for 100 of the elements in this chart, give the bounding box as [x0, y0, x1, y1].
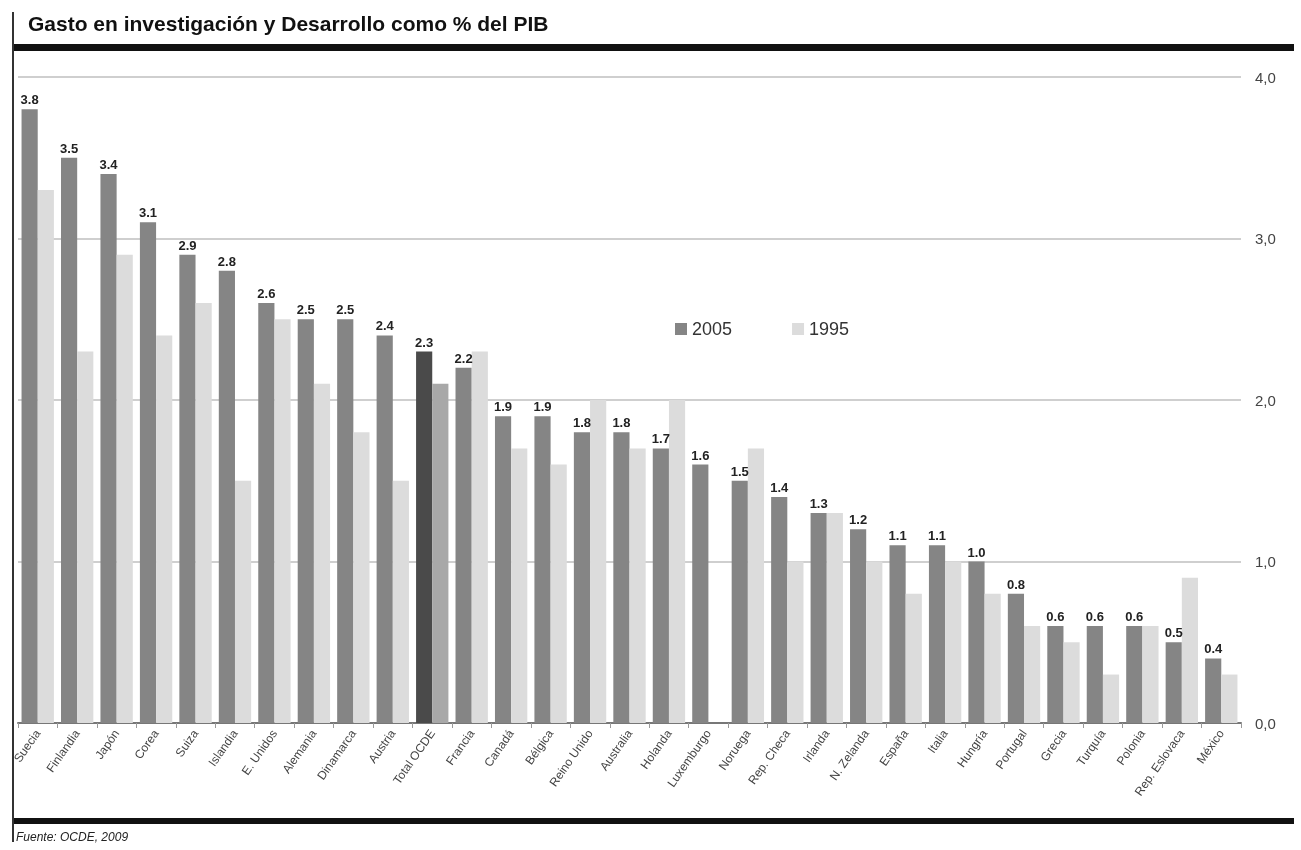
bar [573, 432, 591, 723]
bar [353, 432, 370, 723]
legend-label: 2005 [692, 319, 733, 339]
data-label: 1.1 [927, 528, 947, 544]
bar [1205, 658, 1222, 723]
data-label: 3.1 [138, 205, 158, 221]
data-label: 2.2 [454, 350, 473, 366]
bar [928, 545, 946, 723]
bar [984, 593, 1001, 723]
bar [258, 303, 275, 723]
bar [1047, 626, 1064, 723]
data-label: 0.6 [1125, 609, 1144, 625]
bar [376, 335, 393, 723]
data-label: 1.6 [691, 447, 710, 463]
bar [234, 480, 252, 723]
bar [1165, 642, 1182, 723]
data-label: 2.9 [178, 237, 197, 253]
bar [37, 190, 54, 723]
data-label: 1.5 [730, 463, 749, 479]
bar [945, 561, 962, 723]
bar [1142, 626, 1159, 723]
bar [629, 448, 646, 723]
bar [668, 400, 686, 723]
bar [747, 448, 765, 723]
bar [866, 561, 883, 723]
bar [274, 319, 291, 723]
bar [116, 254, 133, 723]
data-label: 2.3 [415, 334, 434, 350]
bar [1063, 642, 1080, 723]
bar [692, 464, 709, 723]
data-label: 2.5 [336, 302, 355, 318]
data-label: 1.2 [849, 512, 868, 528]
bar [392, 480, 409, 723]
legend-label: 1995 [809, 319, 850, 339]
bar [139, 222, 157, 723]
bar [550, 464, 567, 723]
bar [1024, 626, 1041, 723]
y-tick-label: 4,0 [1255, 68, 1276, 86]
bar [455, 367, 472, 723]
bar [968, 561, 985, 723]
data-label: 0.4 [1204, 641, 1223, 657]
bar [826, 513, 843, 723]
bar [511, 448, 528, 723]
bar [494, 416, 512, 723]
bar [613, 432, 630, 723]
data-label: 1.8 [572, 415, 591, 431]
data-label: 0.5 [1164, 625, 1183, 641]
data-label: 2.4 [375, 318, 395, 334]
bar [471, 351, 488, 723]
bar [156, 335, 173, 723]
y-tick-label: 2,0 [1255, 391, 1276, 409]
bar [1102, 674, 1120, 723]
bar [1007, 593, 1025, 723]
data-label: 0.8 [1006, 576, 1025, 592]
source-note: Fuente: OCDE, 2009 [16, 830, 129, 844]
bar [61, 157, 78, 723]
bar [1181, 577, 1198, 723]
data-label: 3.5 [60, 140, 79, 156]
bar [590, 400, 607, 723]
bar [731, 480, 748, 723]
bar [313, 383, 331, 723]
bar [787, 561, 804, 723]
bar [100, 173, 117, 723]
y-tick-label: 0,0 [1255, 714, 1276, 732]
bar [432, 383, 449, 723]
data-label: 3.8 [20, 92, 39, 108]
data-label: 0.6 [1085, 609, 1104, 625]
bar [179, 254, 196, 723]
bar [771, 496, 788, 723]
bar [889, 545, 906, 723]
bar [195, 303, 212, 723]
data-label: 1.3 [809, 496, 828, 512]
bar [1086, 626, 1103, 723]
data-label: 1.0 [967, 544, 986, 560]
chart-title: Gasto en investigación y Desarrollo como % del PIB [28, 12, 549, 36]
data-label: 1.7 [651, 431, 670, 447]
bar [1221, 674, 1238, 723]
data-label: 1.4 [770, 479, 790, 495]
bar [652, 448, 669, 723]
bar [534, 416, 551, 723]
bar [850, 529, 867, 723]
data-label: 1.1 [888, 528, 907, 544]
data-label: 2.6 [257, 286, 276, 302]
bar [810, 513, 827, 723]
bar [337, 319, 354, 723]
data-label: 0.6 [1046, 609, 1065, 625]
y-tick-label: 3,0 [1255, 230, 1276, 247]
data-label: 1.9 [533, 399, 552, 415]
data-label: 2.8 [217, 253, 236, 269]
data-label: 2.5 [296, 302, 315, 318]
data-label: 3.4 [99, 156, 119, 172]
data-label: 1.9 [494, 399, 513, 415]
bar [21, 109, 38, 723]
bar [218, 270, 235, 723]
bar [77, 351, 94, 723]
bar [905, 593, 922, 723]
data-label: 1.8 [612, 415, 631, 431]
bar [297, 319, 314, 723]
bar [1126, 626, 1143, 723]
bar [416, 351, 433, 723]
